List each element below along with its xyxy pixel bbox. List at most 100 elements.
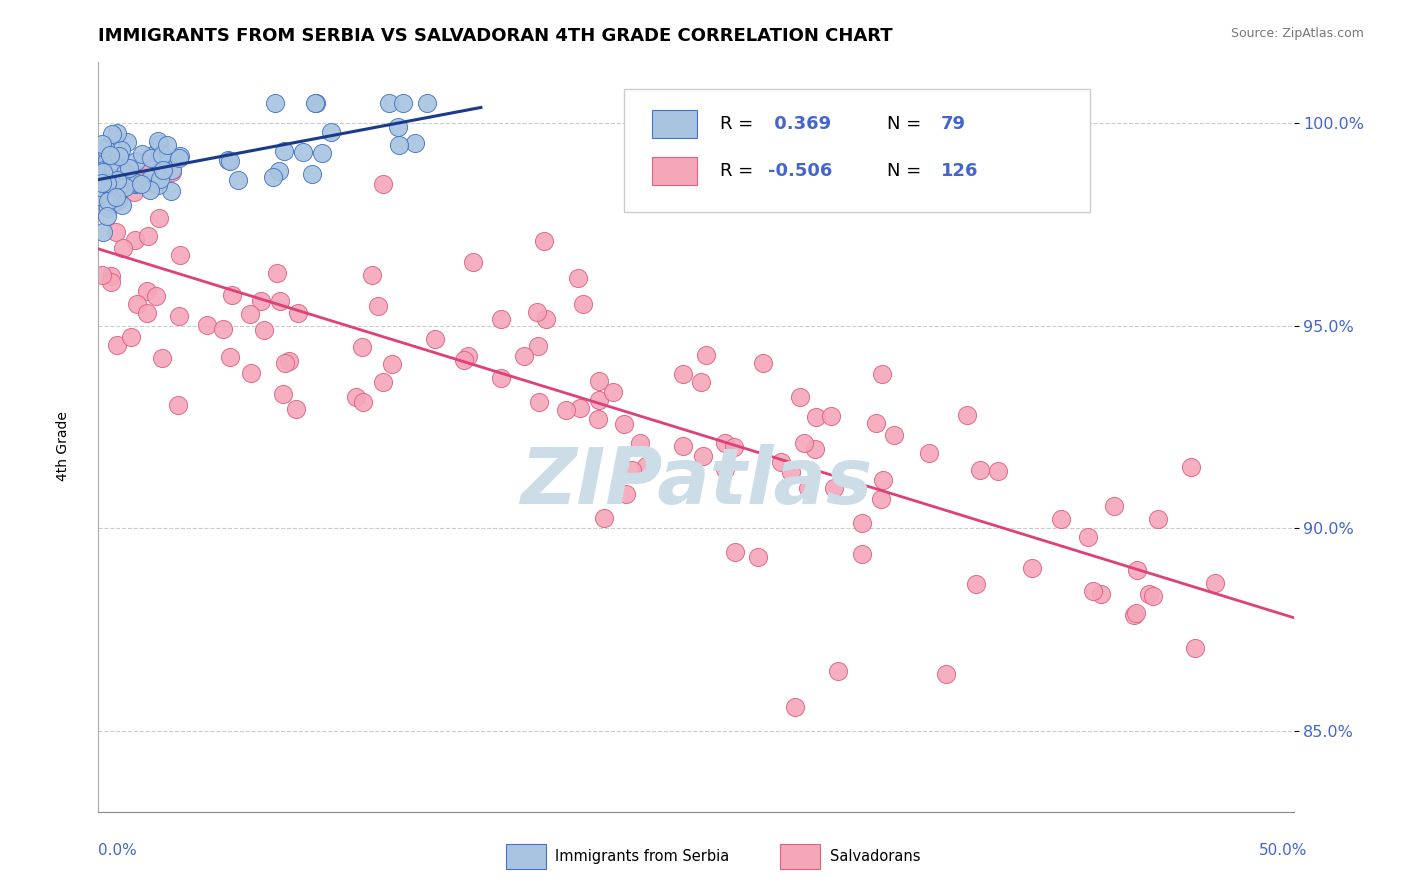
- FancyBboxPatch shape: [624, 88, 1091, 212]
- Point: [97, 194, 120, 208]
- Point: [107, 193, 129, 207]
- Text: N =: N =: [887, 115, 927, 133]
- Point: [103, 167, 125, 181]
- Point: [1049, 512, 1071, 526]
- Point: [273, 387, 295, 401]
- Point: [425, 332, 447, 346]
- Point: [240, 366, 263, 380]
- Point: [91, 137, 114, 152]
- Text: N =: N =: [887, 162, 927, 180]
- Point: [387, 120, 409, 134]
- Point: [124, 185, 146, 199]
- Point: [101, 196, 124, 211]
- Point: [797, 481, 820, 495]
- FancyBboxPatch shape: [652, 110, 697, 138]
- Point: [987, 464, 1010, 478]
- Point: [264, 95, 287, 110]
- Text: 50.0%: 50.0%: [1260, 843, 1308, 858]
- Point: [139, 151, 162, 165]
- Text: IMMIGRANTS FROM SERBIA VS SALVADORAN 4TH GRADE CORRELATION CHART: IMMIGRANTS FROM SERBIA VS SALVADORAN 4TH…: [98, 27, 893, 45]
- FancyBboxPatch shape: [652, 157, 697, 186]
- Point: [588, 393, 610, 408]
- Point: [714, 462, 737, 476]
- Point: [1021, 560, 1043, 574]
- Point: [125, 153, 148, 168]
- Point: [513, 349, 536, 363]
- Point: [169, 149, 191, 163]
- Point: [602, 384, 624, 399]
- Point: [713, 435, 735, 450]
- Point: [221, 288, 243, 302]
- Point: [1147, 512, 1170, 526]
- Point: [124, 177, 146, 191]
- Point: [167, 151, 190, 165]
- Point: [105, 173, 128, 187]
- Point: [269, 163, 291, 178]
- Point: [127, 167, 149, 181]
- Point: [724, 545, 747, 559]
- Point: [115, 135, 138, 149]
- Point: [534, 312, 557, 326]
- Point: [129, 177, 152, 191]
- Point: [1137, 587, 1160, 601]
- Point: [101, 153, 124, 168]
- Point: [101, 155, 124, 169]
- Point: [392, 95, 415, 110]
- Point: [621, 463, 644, 477]
- Point: [614, 487, 637, 501]
- Point: [87, 188, 110, 202]
- Point: [883, 427, 905, 442]
- Point: [453, 353, 475, 368]
- Point: [636, 458, 658, 473]
- Point: [219, 154, 242, 169]
- Point: [806, 410, 828, 425]
- Point: [793, 435, 815, 450]
- Point: [527, 339, 550, 353]
- Point: [139, 172, 162, 186]
- Point: [250, 293, 273, 308]
- Point: [110, 143, 132, 157]
- Point: [103, 161, 125, 175]
- Point: [567, 271, 589, 285]
- Point: [292, 145, 315, 159]
- Point: [101, 127, 124, 141]
- Point: [672, 367, 695, 381]
- Point: [98, 192, 121, 206]
- Point: [1090, 587, 1112, 601]
- Point: [218, 153, 240, 167]
- Point: [827, 664, 849, 678]
- Point: [169, 248, 191, 262]
- Point: [689, 375, 711, 389]
- Point: [344, 390, 367, 404]
- FancyBboxPatch shape: [506, 844, 546, 869]
- Point: [104, 178, 127, 193]
- Text: Source: ZipAtlas.com: Source: ZipAtlas.com: [1230, 27, 1364, 40]
- Point: [301, 167, 323, 181]
- Point: [169, 309, 191, 323]
- Point: [533, 235, 555, 249]
- Point: [378, 95, 401, 110]
- Point: [94, 141, 117, 155]
- Point: [918, 446, 941, 460]
- Point: [865, 416, 887, 430]
- Point: [125, 296, 148, 310]
- Point: [156, 137, 179, 152]
- Point: [104, 155, 127, 169]
- Point: [96, 209, 118, 223]
- Point: [872, 473, 894, 487]
- Point: [111, 198, 134, 212]
- Point: [160, 165, 183, 179]
- Point: [100, 275, 122, 289]
- Text: 126: 126: [941, 162, 979, 180]
- Text: -0.506: -0.506: [768, 162, 832, 180]
- Point: [956, 408, 979, 422]
- Point: [572, 296, 595, 310]
- Point: [311, 146, 333, 161]
- Point: [93, 182, 115, 196]
- Point: [107, 180, 129, 194]
- Point: [779, 465, 801, 479]
- Point: [219, 350, 242, 364]
- Point: [526, 305, 548, 319]
- Point: [804, 442, 827, 456]
- Point: [98, 148, 121, 162]
